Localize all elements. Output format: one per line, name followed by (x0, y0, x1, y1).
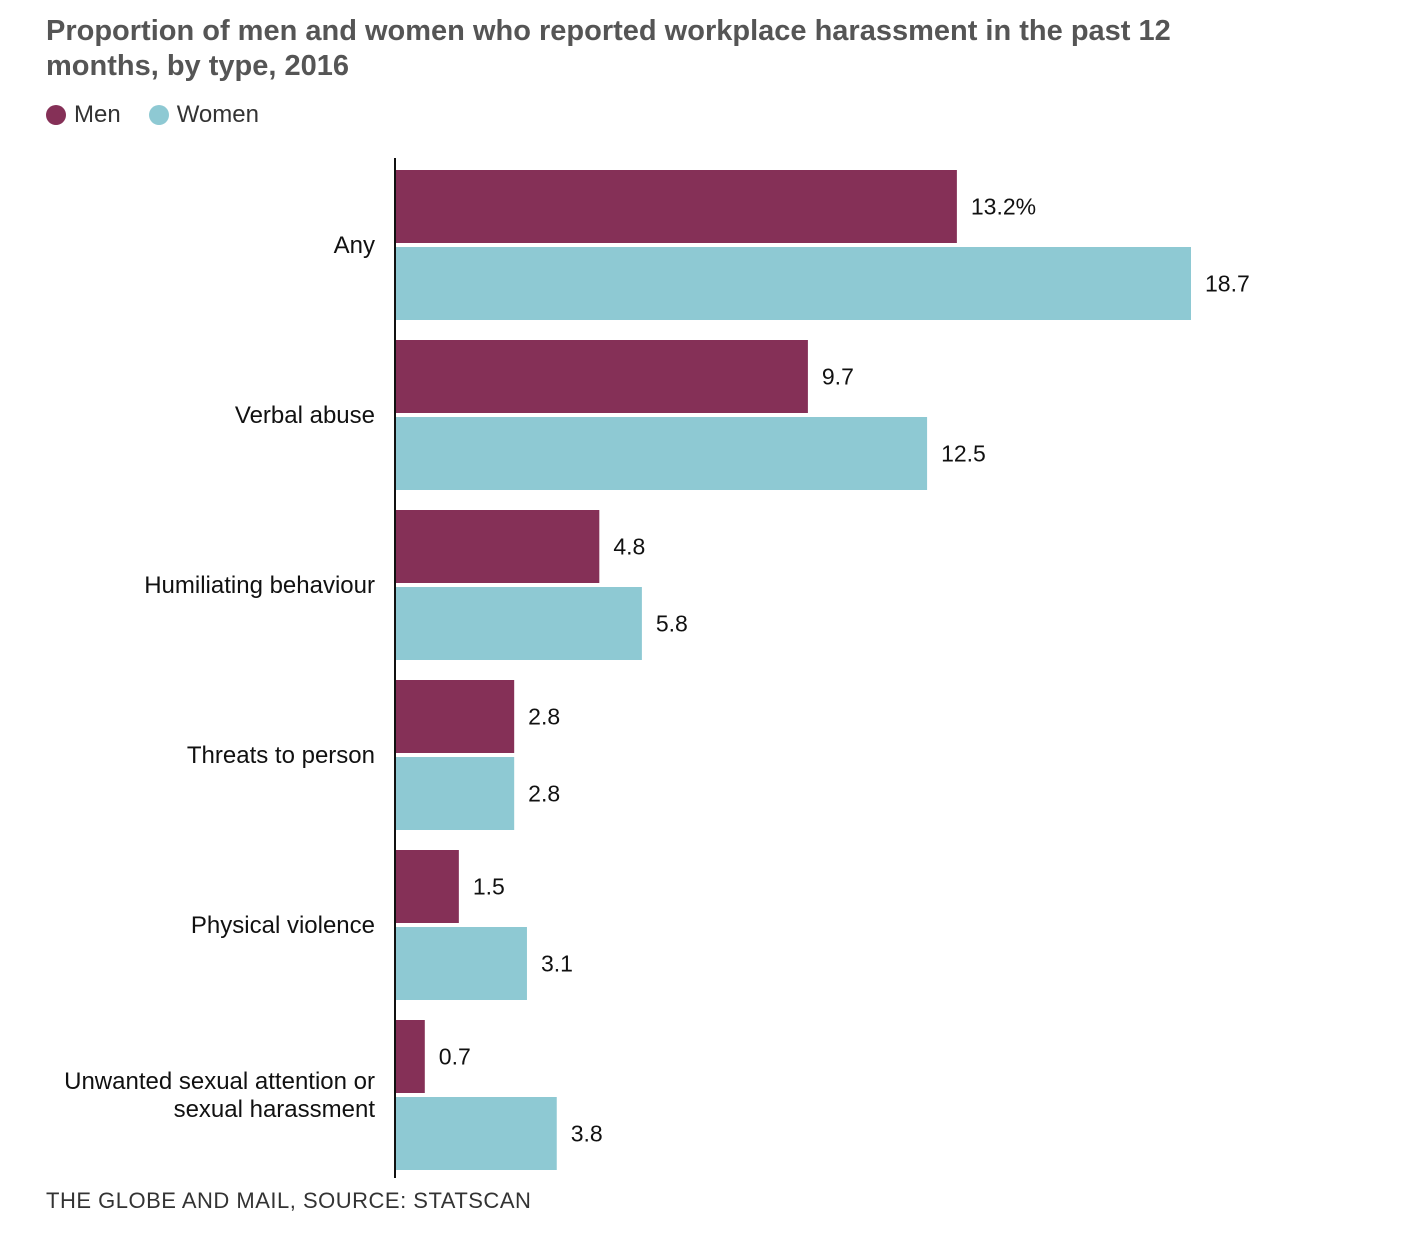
category-label: sexual harassment (174, 1096, 376, 1123)
bar-women (395, 587, 642, 660)
bar-chart: Any 13.2% 18.7 Verbal abuse 9.7 12.5 Humiliati… (64, 158, 1250, 1178)
bar-men (395, 850, 459, 923)
bar-women (395, 417, 928, 490)
bar-men (395, 340, 808, 413)
bar-women (395, 927, 527, 1000)
data-label-men: 9.7 (822, 364, 854, 390)
bar-women (395, 1097, 557, 1170)
category-label: Any (334, 232, 375, 259)
chart-title: Proportion of men and women who reported… (46, 15, 1171, 82)
data-label-women: 18.7 (1205, 271, 1250, 297)
data-label-women: 2.8 (528, 781, 560, 807)
data-label-men: 13.2% (971, 194, 1036, 220)
data-label-men: 0.7 (439, 1044, 471, 1070)
bar-women (395, 247, 1191, 320)
legend-label-women: Women (176, 101, 259, 128)
category-label: Unwanted sexual attention or (64, 1068, 375, 1095)
category-label: Humiliating behaviour (144, 572, 375, 599)
bar-men (395, 510, 600, 583)
legend-item-men: Men (46, 101, 121, 129)
source-note: THE GLOBE AND MAIL, SOURCE: STATSCAN (46, 1188, 532, 1213)
category-label: Threats to person (187, 742, 375, 769)
data-label-women: 3.8 (571, 1121, 603, 1147)
bar-men (395, 680, 515, 753)
bar-men (395, 1020, 425, 1093)
data-label-women: 3.1 (541, 951, 573, 977)
data-label-women: 12.5 (941, 441, 986, 467)
bar-men (395, 170, 957, 243)
category-label: Verbal abuse (235, 402, 375, 429)
legend-swatch-women (148, 105, 169, 125)
legend-swatch-men (46, 105, 66, 125)
data-label-women: 5.8 (656, 611, 688, 637)
data-label-men: 2.8 (528, 704, 560, 730)
legend-label-men: Men (74, 101, 121, 128)
bar-women (395, 757, 515, 830)
legend: Men Women (46, 100, 287, 130)
data-label-men: 1.5 (473, 874, 505, 900)
legend-item-women: Women (148, 101, 259, 129)
category-label: Physical violence (191, 912, 375, 939)
data-label-men: 4.8 (613, 534, 645, 560)
